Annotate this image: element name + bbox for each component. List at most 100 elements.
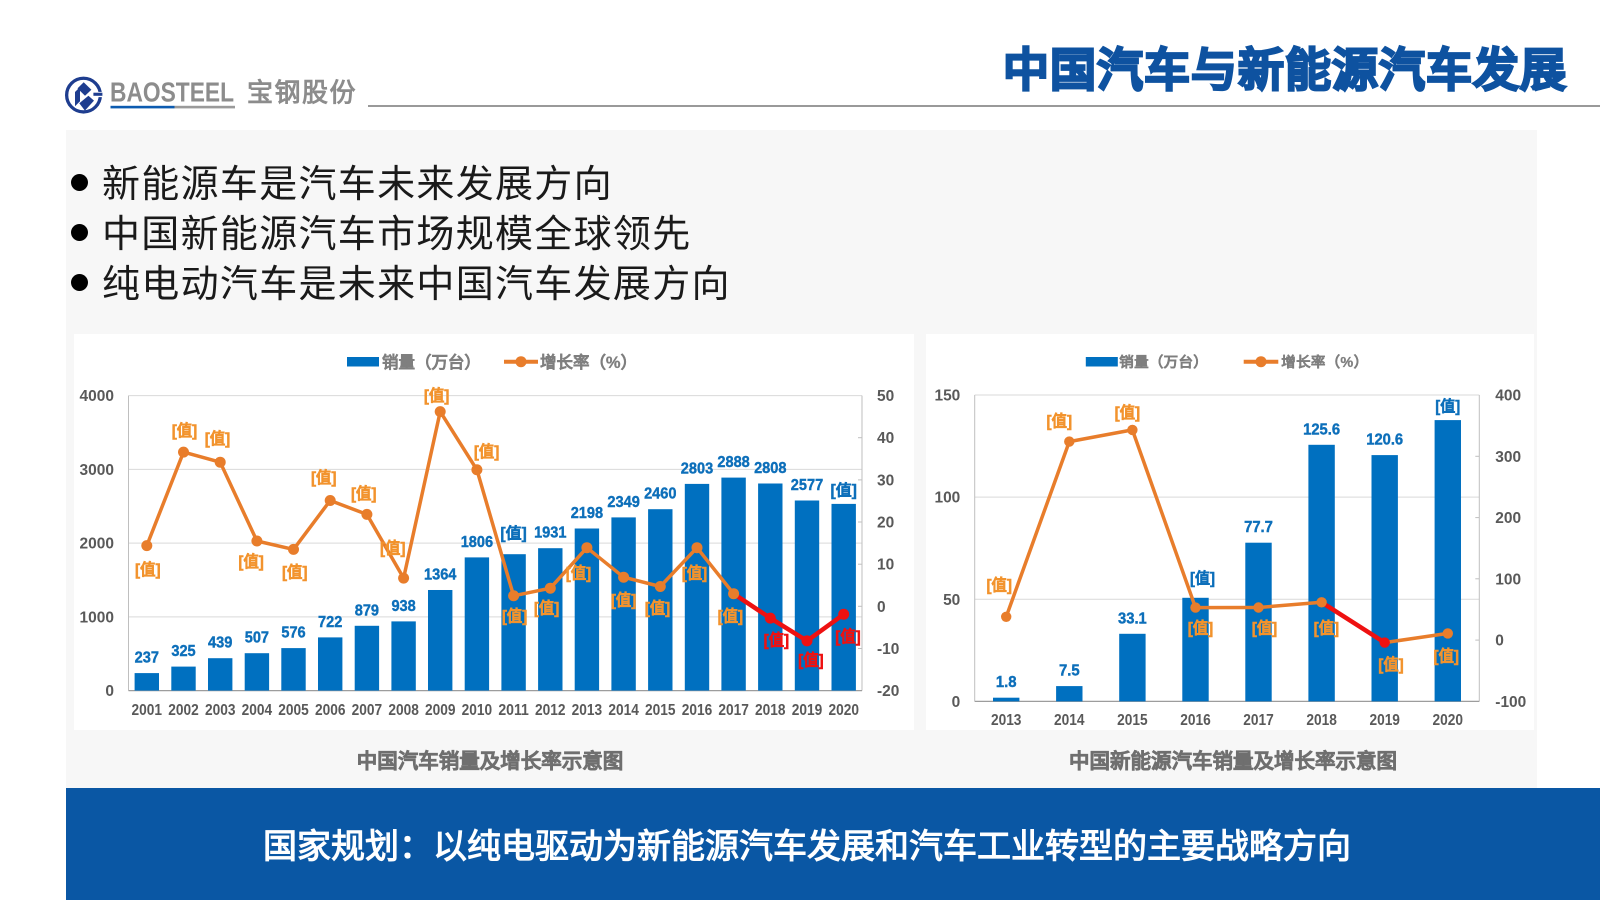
svg-text:销量（万台）: 销量（万台） (1119, 353, 1208, 371)
svg-text:2007: 2007 (352, 702, 382, 719)
svg-text:BAOSTEEL: BAOSTEEL (110, 77, 234, 108)
svg-text:[值]: [值] (830, 480, 856, 499)
svg-text:4000: 4000 (80, 388, 114, 405)
svg-text:879: 879 (355, 602, 380, 619)
svg-text:2019: 2019 (792, 702, 823, 719)
svg-text:10: 10 (877, 557, 894, 574)
svg-text:1806: 1806 (461, 534, 494, 551)
svg-text:[值]: [值] (718, 607, 743, 626)
svg-text:0: 0 (1495, 633, 1504, 650)
svg-text:2012: 2012 (535, 702, 565, 719)
svg-text:50: 50 (943, 592, 960, 609)
svg-text:[值]: [值] (835, 627, 860, 646)
svg-text:[值]: [值] (764, 631, 789, 650)
svg-text:0: 0 (951, 694, 960, 711)
svg-text:2014: 2014 (1054, 712, 1085, 729)
svg-text:-10: -10 (877, 641, 899, 658)
svg-text:77.7: 77.7 (1244, 519, 1273, 536)
svg-text:[值]: [值] (1378, 655, 1403, 674)
svg-text:[值]: [值] (474, 442, 499, 461)
svg-text:2010: 2010 (462, 702, 492, 719)
svg-text:2460: 2460 (644, 486, 676, 503)
svg-text:2002: 2002 (168, 702, 198, 719)
svg-text:2808: 2808 (754, 460, 787, 477)
svg-text:300: 300 (1495, 449, 1521, 466)
svg-text:-100: -100 (1495, 694, 1526, 711)
svg-text:2015: 2015 (645, 702, 676, 719)
svg-text:2018: 2018 (1306, 712, 1337, 729)
svg-text:[值]: [值] (1187, 619, 1212, 638)
svg-text:2004: 2004 (242, 702, 273, 719)
svg-text:[值]: [值] (798, 651, 823, 670)
svg-text:2016: 2016 (1180, 712, 1211, 729)
svg-text:100: 100 (934, 490, 960, 507)
svg-text:2018: 2018 (755, 702, 786, 719)
svg-text:[值]: [值] (282, 563, 307, 582)
svg-text:[值]: [值] (351, 484, 376, 503)
svg-text:33.1: 33.1 (1118, 610, 1147, 627)
svg-text:2020: 2020 (828, 702, 858, 719)
svg-text:2019: 2019 (1369, 712, 1400, 729)
svg-text:[值]: [值] (1313, 618, 1338, 637)
svg-text:[值]: [值] (1251, 619, 1276, 638)
svg-text:2013: 2013 (572, 702, 603, 719)
svg-text:[值]: [值] (645, 599, 670, 618)
svg-text:2017: 2017 (1243, 712, 1273, 729)
svg-text:[值]: [值] (172, 421, 197, 440)
svg-text:0: 0 (105, 683, 114, 700)
svg-text:507: 507 (245, 630, 269, 647)
svg-text:1000: 1000 (80, 609, 114, 626)
svg-text:2013: 2013 (991, 712, 1022, 729)
svg-text:[值]: [值] (311, 468, 336, 487)
svg-text:增长率（%）: 增长率（%） (540, 352, 637, 372)
svg-text:125.6: 125.6 (1303, 421, 1340, 438)
svg-text:[值]: [值] (135, 560, 160, 579)
svg-text:1364: 1364 (424, 566, 457, 583)
svg-text:2803: 2803 (681, 460, 714, 477)
svg-text:2003: 2003 (205, 702, 236, 719)
svg-text:0: 0 (877, 599, 886, 616)
svg-text:[值]: [值] (205, 429, 230, 448)
svg-text:[值]: [值] (238, 552, 263, 571)
svg-text:120.6: 120.6 (1366, 432, 1403, 449)
svg-text:增长率（%）: 增长率（%） (1281, 353, 1368, 371)
svg-text:[值]: [值] (502, 607, 527, 626)
svg-text:7.5: 7.5 (1059, 663, 1080, 680)
svg-text:2888: 2888 (717, 454, 750, 471)
svg-text:[值]: [值] (1190, 568, 1215, 587)
svg-text:1931: 1931 (534, 525, 567, 542)
svg-text:[值]: [值] (611, 591, 636, 610)
svg-text:3000: 3000 (80, 462, 114, 479)
svg-text:[值]: [值] (1114, 403, 1139, 422)
svg-text:2020: 2020 (1432, 712, 1462, 729)
svg-text:[值]: [值] (1435, 397, 1460, 416)
svg-text:[值]: [值] (1046, 412, 1071, 431)
svg-text:2009: 2009 (425, 702, 456, 719)
svg-text:2017: 2017 (718, 702, 748, 719)
svg-text:销量（万台）: 销量（万台） (382, 352, 481, 372)
svg-text:[值]: [值] (500, 524, 526, 543)
svg-text:2005: 2005 (278, 702, 309, 719)
svg-text:宝钢股份: 宝钢股份 (247, 78, 357, 108)
svg-text:-20: -20 (877, 683, 899, 700)
svg-text:2577: 2577 (791, 477, 823, 494)
svg-text:[值]: [值] (682, 564, 707, 583)
svg-text:40: 40 (877, 430, 894, 447)
svg-text:325: 325 (171, 643, 196, 660)
svg-text:2015: 2015 (1117, 712, 1148, 729)
svg-text:576: 576 (281, 625, 306, 642)
svg-text:200: 200 (1495, 510, 1521, 527)
svg-text:2008: 2008 (388, 702, 419, 719)
svg-text:[值]: [值] (1433, 646, 1458, 665)
svg-text:50: 50 (877, 388, 894, 405)
svg-text:2349: 2349 (607, 494, 640, 511)
svg-text:100: 100 (1495, 571, 1521, 588)
svg-text:30: 30 (877, 472, 894, 489)
svg-text:[值]: [值] (424, 386, 449, 405)
svg-text:2016: 2016 (682, 702, 713, 719)
svg-text:[值]: [值] (986, 575, 1011, 594)
svg-text:2006: 2006 (315, 702, 346, 719)
svg-text:1.8: 1.8 (996, 674, 1017, 691)
svg-text:150: 150 (934, 387, 960, 404)
svg-text:439: 439 (208, 635, 233, 652)
